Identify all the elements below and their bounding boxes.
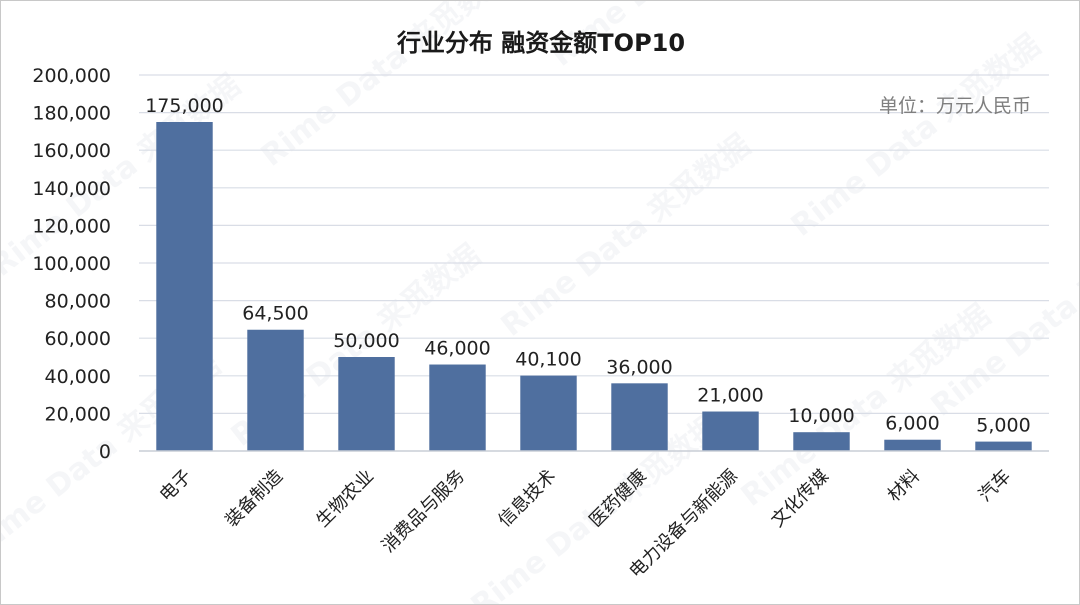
bar (247, 329, 304, 451)
y-tick-label: 120,000 (32, 215, 111, 237)
y-tick-label: 80,000 (45, 291, 111, 313)
y-tick-label: 140,000 (32, 178, 111, 200)
bar (156, 122, 213, 451)
x-category-label: 材料 (884, 466, 924, 506)
x-category-label: 装备制造 (221, 466, 287, 532)
bars (156, 122, 1032, 451)
data-label: 5,000 (976, 415, 1030, 437)
unit-label: 单位：万元人民币 (878, 95, 1031, 117)
data-label: 175,000 (145, 95, 224, 117)
x-category-label: 医药健康 (585, 466, 651, 532)
data-label: 21,000 (697, 385, 763, 407)
data-labels: 175,000 64,500 50,000 46,000 40,100 36,000 21,… (145, 95, 1030, 437)
bar (702, 411, 759, 451)
y-tick-label: 40,000 (45, 366, 111, 388)
bar (793, 432, 850, 451)
y-axis-ticks: 0 20,000 40,000 60,000 80,000 100,000 120,000 1… (32, 65, 111, 463)
data-label: 6,000 (885, 413, 939, 435)
x-category-label: 生物农业 (312, 466, 378, 532)
bar (611, 383, 668, 451)
bar (429, 364, 486, 451)
y-tick-label: 20,000 (45, 403, 111, 425)
y-tick-label: 180,000 (32, 103, 111, 125)
x-category-label: 汽车 (975, 466, 1015, 506)
data-label: 40,100 (515, 349, 581, 371)
data-label: 50,000 (333, 330, 399, 352)
bar (975, 441, 1032, 451)
bar (520, 375, 577, 451)
x-category-label: 信息技术 (494, 466, 560, 532)
x-category-label: 消费品与服务 (378, 466, 469, 557)
data-label: 46,000 (424, 338, 490, 360)
y-tick-label: 200,000 (32, 65, 111, 87)
y-tick-label: 160,000 (32, 140, 111, 162)
y-tick-label: 60,000 (45, 328, 111, 350)
bar (338, 357, 395, 451)
x-category-label: 电子 (156, 466, 196, 506)
data-label: 36,000 (606, 356, 672, 378)
y-tick-label: 100,000 (32, 253, 111, 275)
data-label: 64,500 (242, 303, 308, 325)
bar (884, 439, 941, 451)
x-category-label: 文化传媒 (767, 466, 833, 532)
data-label: 10,000 (788, 405, 854, 427)
y-tick-label: 0 (99, 441, 111, 463)
chart-title: 行业分布 融资金额TOP10 (396, 29, 686, 57)
